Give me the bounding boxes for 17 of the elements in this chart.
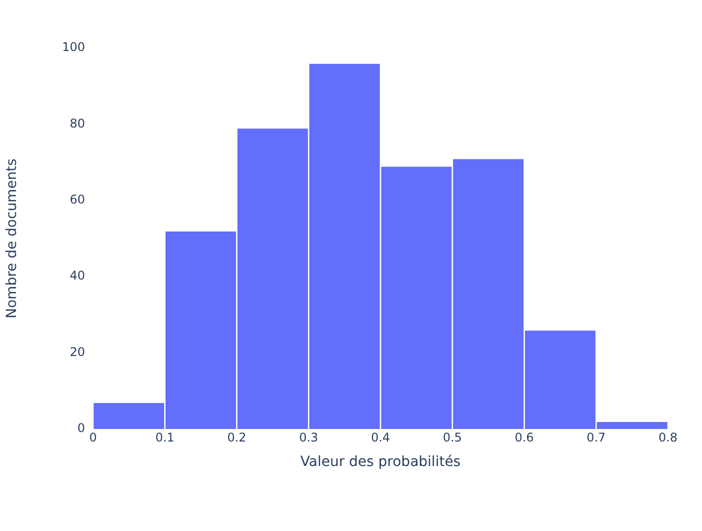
x-tick-label: 0.7 xyxy=(586,430,606,444)
y-tick-label: 20 xyxy=(70,344,85,359)
x-tick-label: 0.2 xyxy=(227,430,246,444)
y-tick-label: 40 xyxy=(70,268,85,283)
y-tick-label: 0 xyxy=(77,421,85,436)
x-tick-label: 0.5 xyxy=(442,430,462,444)
y-axis-title: Nombre de documents xyxy=(4,158,20,318)
y-tick-label: 60 xyxy=(70,192,85,207)
x-tick-label: 0.3 xyxy=(299,430,318,444)
x-tick-label: 0.4 xyxy=(370,430,390,444)
x-tick-label: 0.1 xyxy=(155,430,174,444)
x-axis-title: Valeur des probabilités xyxy=(300,454,461,470)
x-tick-label: 0.6 xyxy=(514,430,534,444)
y-tick-label: 100 xyxy=(62,40,85,54)
x-tick-label: 0 xyxy=(89,430,97,444)
y-tick-label: 80 xyxy=(70,116,85,130)
x-tick-label: 0.8 xyxy=(658,430,678,444)
